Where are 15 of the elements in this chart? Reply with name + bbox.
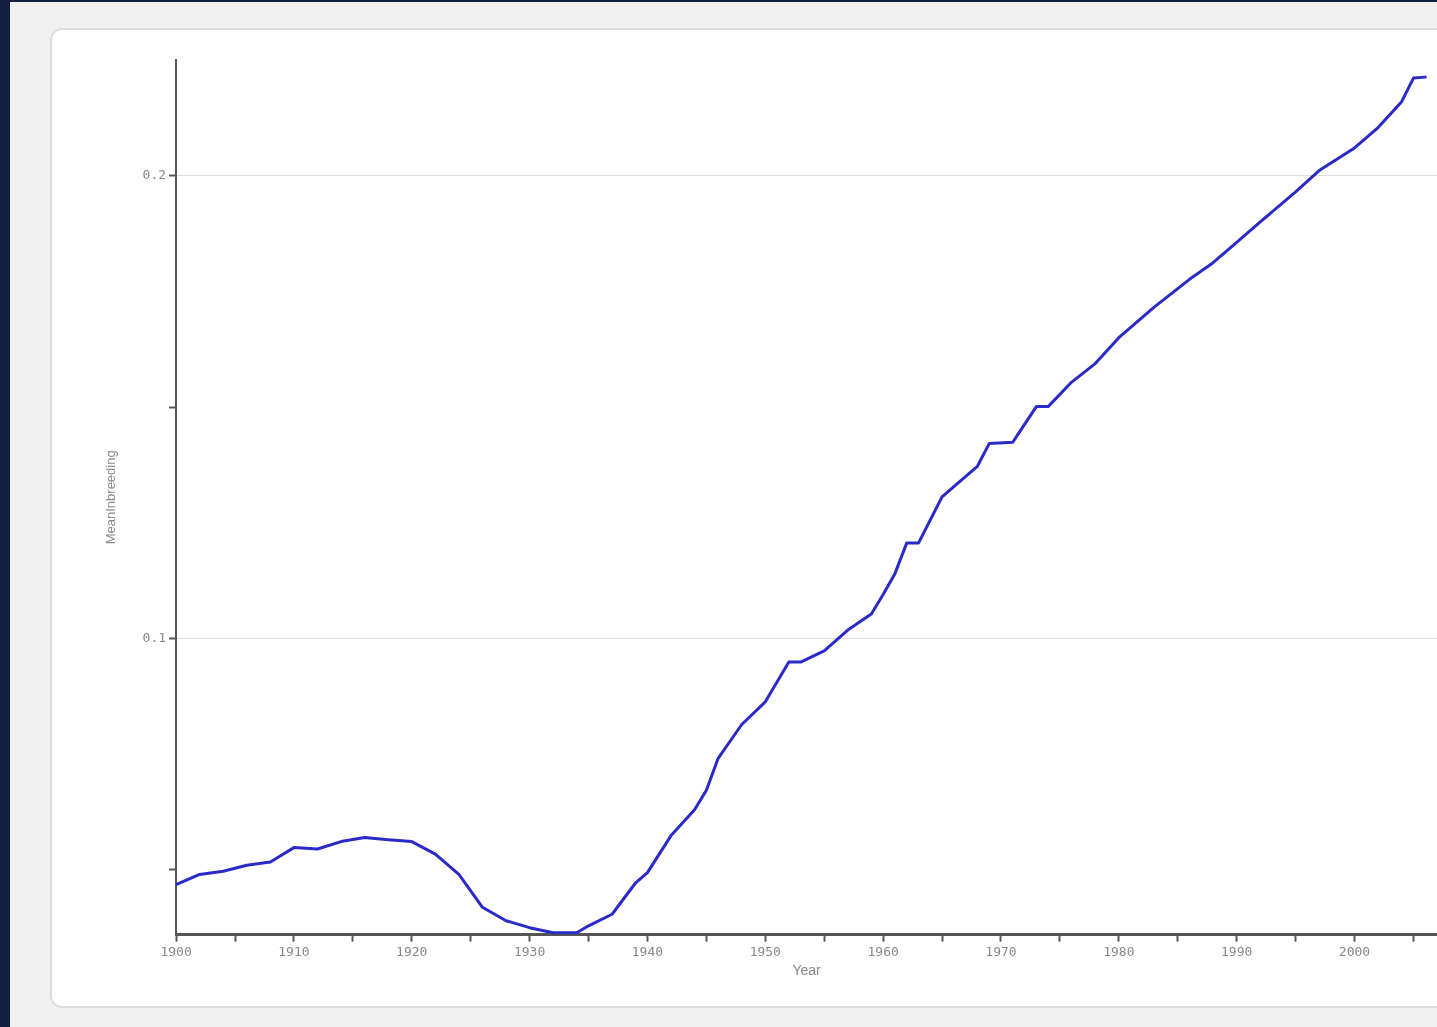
x-tick-label: 1960 (867, 943, 899, 959)
x-axis-title: Year (792, 962, 822, 979)
x-tick-label: 1900 (160, 943, 192, 959)
y-tick-label: 0.1 (142, 629, 167, 645)
y-tick-label: 0.2 (142, 167, 167, 183)
x-tick-label: 2000 (1338, 943, 1371, 959)
x-tick-label: 1970 (985, 943, 1017, 959)
x-tick-label: 1990 (1221, 943, 1253, 959)
x-tick-label: 1910 (278, 943, 310, 959)
y-axis-title: MeanInbreeding (103, 450, 119, 545)
x-tick-label: 1930 (513, 943, 546, 959)
x-tick-label: 1950 (749, 943, 781, 959)
x-tick-label: 1980 (1103, 943, 1135, 959)
x-tick-label: 1920 (396, 943, 428, 959)
x-tick-label: 1940 (631, 943, 664, 959)
